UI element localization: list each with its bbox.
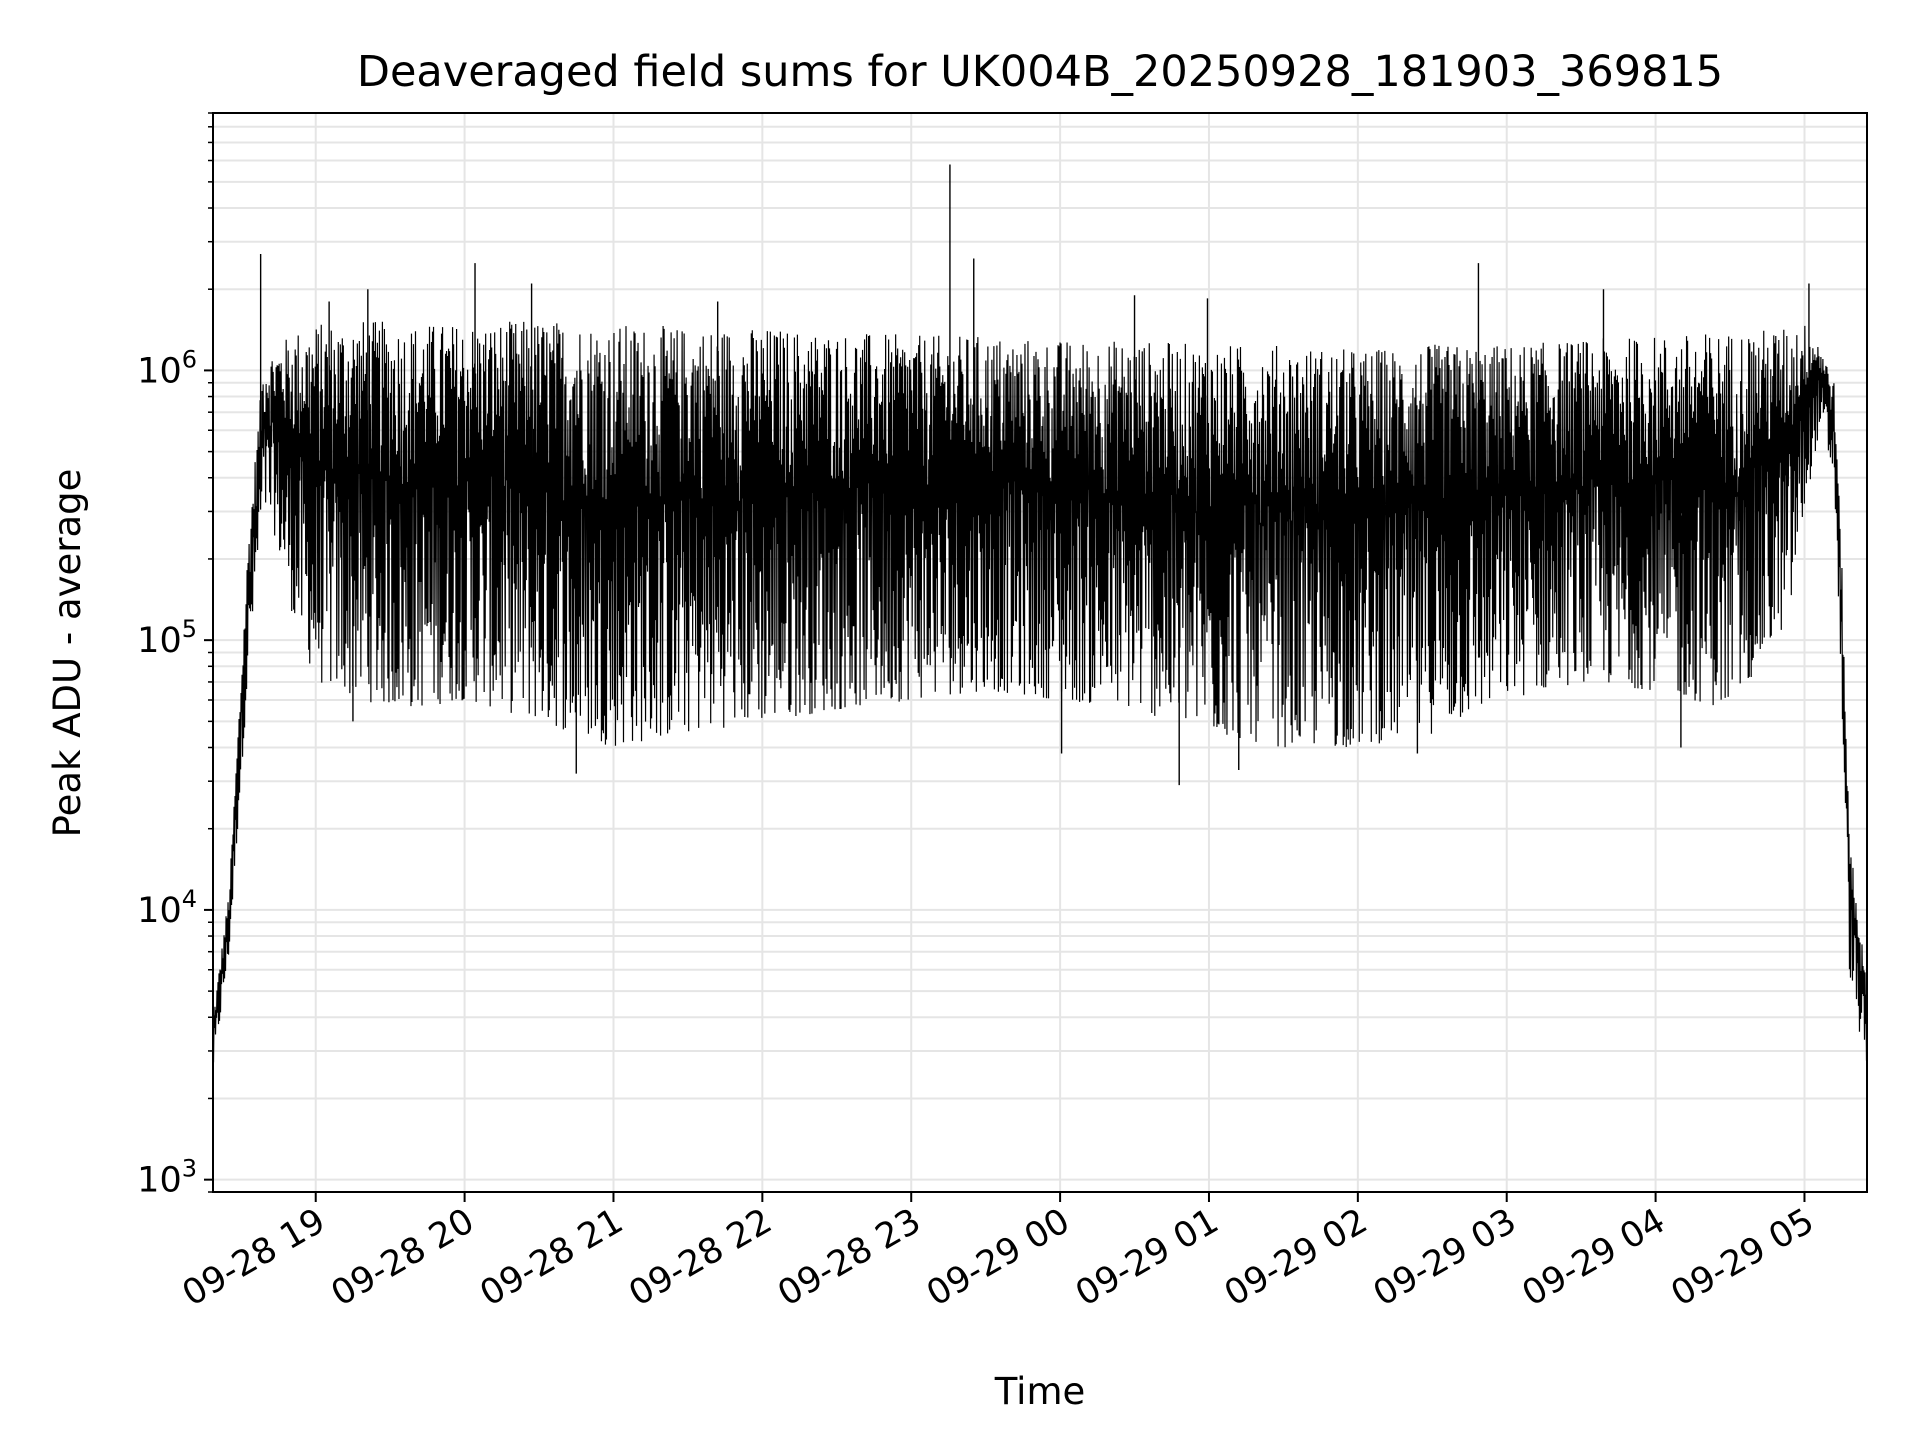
series-line xyxy=(212,164,1868,1063)
y-tick-exponent: 3 xyxy=(182,1155,197,1183)
y-tick-exponent: 6 xyxy=(182,345,197,373)
y-tick-label: 106 xyxy=(137,345,197,391)
y-tick-exponent: 4 xyxy=(182,885,197,913)
chart-title: Deaveraged field sums for UK004B_2025092… xyxy=(357,47,1723,97)
y-axis-label: Peak ADU - average xyxy=(46,469,89,838)
x-axis-label: Time xyxy=(994,1370,1086,1413)
series-trace xyxy=(212,321,1868,1063)
y-tick-exponent: 5 xyxy=(182,615,197,643)
